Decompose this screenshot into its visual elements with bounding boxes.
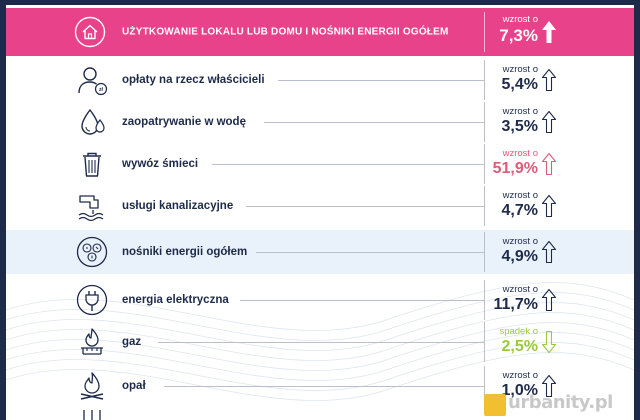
row-label: opłaty na rzecz właścicieli <box>122 74 265 86</box>
row-divider <box>484 280 485 320</box>
summary-header-row: UŻYTKOWANIE LOKALU LUB DOMU I NOŚNIKI EN… <box>6 8 634 56</box>
arrow-up-outline-icon <box>541 374 557 398</box>
background-wave-lines <box>6 282 634 401</box>
leader-line <box>240 300 484 301</box>
row-value: 51,9% <box>492 160 538 177</box>
row-value: 1,0% <box>501 382 538 399</box>
gas-flame-icon <box>81 328 103 355</box>
leader-line <box>158 342 484 343</box>
row-sewage-services: usługi kanalizacyjne wzrost o 4,7% <box>6 184 634 228</box>
header-label: UŻYTKOWANIE LOKALU LUB DOMU I NOŚNIKI EN… <box>122 26 449 38</box>
row-fuel: opał wzrost o 1,0% <box>6 364 634 408</box>
row-electricity: energia elektryczna wzrost o 11,7% <box>6 278 634 322</box>
row-divider <box>484 366 485 406</box>
building-logo-icon <box>484 394 506 416</box>
row-trend-text: spadek o <box>499 326 538 337</box>
row-label: wywóz śmieci <box>122 158 199 170</box>
row-trend-text: wzrost o <box>502 284 538 295</box>
row-label: nośniki energii ogółem <box>122 246 248 258</box>
urbanity-watermark: urbanity.pl <box>484 392 634 418</box>
row-trend-text: wzrost o <box>502 148 538 159</box>
arrow-up-outline-icon <box>541 68 557 92</box>
row-trend-text: wzrost o <box>502 64 538 75</box>
row-waste-collection: wywóz śmieci wzrost o 51,9% <box>6 142 634 186</box>
row-divider <box>484 322 485 362</box>
row-value: 11,7% <box>493 296 538 313</box>
svg-text:zł: zł <box>99 87 104 93</box>
arrow-up-filled-icon <box>542 21 556 43</box>
row-value: 3,5% <box>501 118 538 135</box>
row-water-supply: zaopatrywanie w wodę wzrost o 3,5% <box>6 100 634 144</box>
row-label: usługi kanalizacyjne <box>122 200 234 212</box>
house-icon <box>74 16 106 48</box>
header-value: 7,3% <box>499 26 538 45</box>
frame-right-border <box>634 0 640 420</box>
arrow-up-outline-icon <box>541 194 557 218</box>
row-value: 2,5% <box>501 338 538 355</box>
leader-line <box>164 386 484 387</box>
sewer-pipe-icon <box>78 195 104 222</box>
frame-left-border <box>0 0 6 420</box>
row-divider <box>484 60 485 100</box>
trash-bin-icon <box>83 152 101 177</box>
heat-icon-partial <box>83 410 101 420</box>
header-divider <box>484 12 485 52</box>
row-gas: gaz spadek o 2,5% <box>6 320 634 364</box>
row-trend-text: wzrost o <box>502 370 538 381</box>
row-label: gaz <box>122 336 142 348</box>
arrow-up-outline-icon <box>541 110 557 134</box>
header-trend-text: wzrost o <box>502 14 538 25</box>
arrow-up-outline-icon <box>541 240 557 264</box>
row-divider <box>484 144 485 184</box>
leader-line <box>264 122 484 123</box>
row-label: energia elektryczna <box>122 294 229 306</box>
row-divider <box>484 232 485 272</box>
row-owner-fees: zł opłaty na rzecz właścicieli wzrost o … <box>6 58 634 102</box>
leader-line <box>246 206 484 207</box>
arrow-up-outline-icon <box>541 152 557 176</box>
arrow-down-outline-icon <box>541 330 557 354</box>
row-trend-text: wzrost o <box>502 236 538 247</box>
person-zl-icon: zł <box>78 67 108 96</box>
arrow-up-outline-icon <box>541 288 557 312</box>
row-divider <box>484 102 485 142</box>
row-label: opał <box>122 380 146 392</box>
fire-icon <box>80 372 104 400</box>
row-energy-total: nośniki energii ogółem wzrost o 4,9% <box>6 230 634 274</box>
plug-icon <box>76 284 108 316</box>
row-value: 4,9% <box>501 248 538 265</box>
frame-top-border <box>0 0 640 5</box>
row-value: 4,7% <box>501 202 538 219</box>
row-trend-text: wzrost o <box>502 190 538 201</box>
row-trend-text: wzrost o <box>502 106 538 117</box>
water-drop-icon <box>81 108 105 135</box>
row-divider <box>484 186 485 226</box>
leader-line <box>278 80 484 81</box>
row-label: zaopatrywanie w wodę <box>122 116 246 128</box>
row-value: 5,4% <box>501 76 538 93</box>
energy-sources-icon <box>76 236 108 268</box>
watermark-text: urbanity.pl <box>508 392 613 413</box>
leader-line <box>256 252 484 253</box>
leader-line <box>212 164 484 165</box>
